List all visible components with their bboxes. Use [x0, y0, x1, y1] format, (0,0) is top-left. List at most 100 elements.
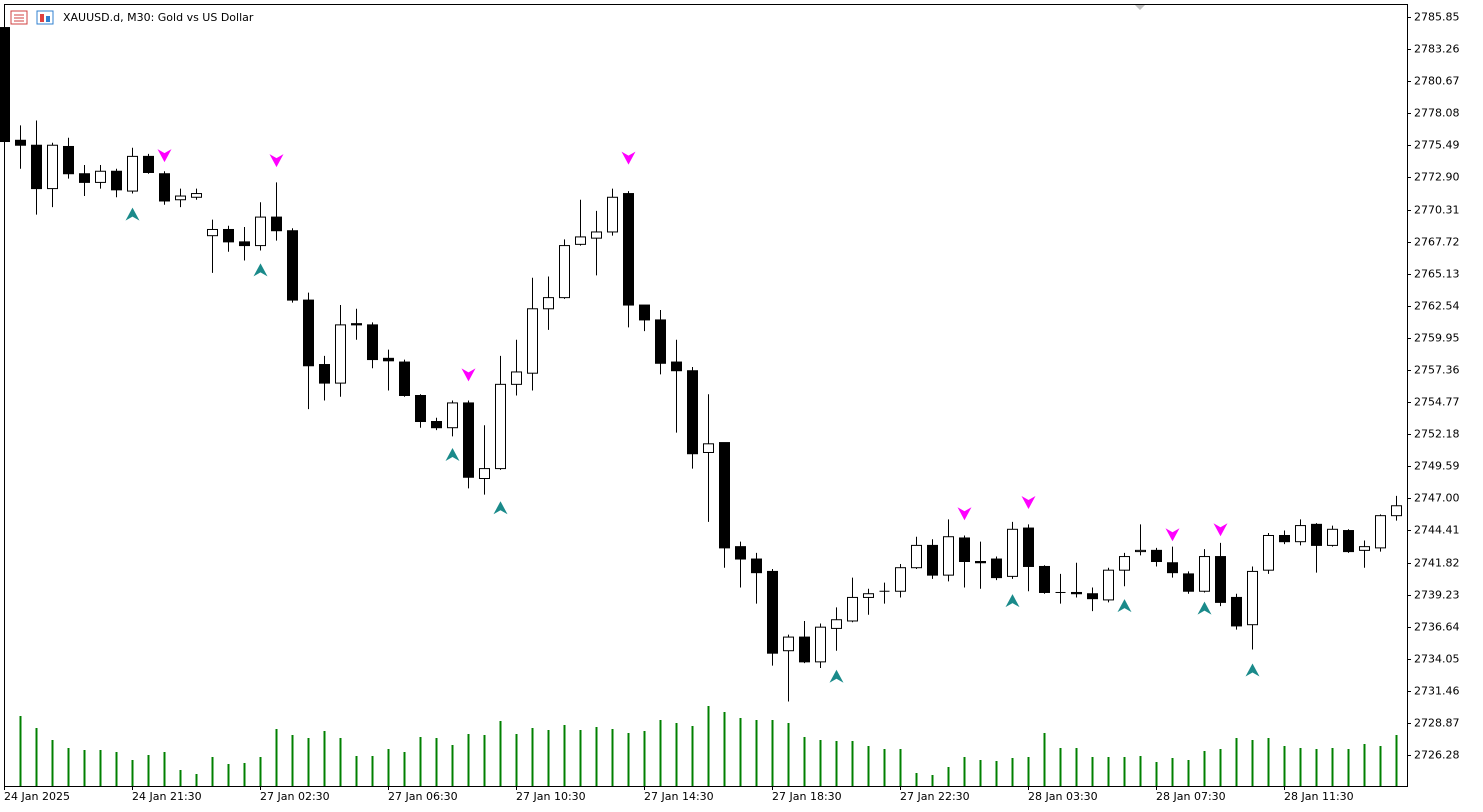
candle-body — [607, 196, 618, 233]
y-tick-label: 2762.54 — [1414, 300, 1460, 313]
candle-body — [735, 546, 746, 560]
candle-body — [1247, 570, 1258, 626]
y-tick-label: 2783.26 — [1414, 43, 1460, 56]
candle-body — [79, 173, 90, 183]
candle-body — [1295, 525, 1306, 543]
candle-body — [15, 139, 26, 146]
candle-body — [1279, 534, 1290, 543]
y-tick-label: 2752.18 — [1414, 428, 1460, 441]
candle-body — [623, 193, 634, 306]
x-tick-label: 27 Jan 06:30 — [388, 790, 458, 803]
candle-body — [95, 170, 106, 183]
y-tick-label: 2754.77 — [1414, 396, 1460, 409]
down-arrow — [1165, 528, 1180, 542]
y-tick-label: 2744.41 — [1414, 524, 1460, 537]
y-tick-label: 2785.85 — [1414, 11, 1460, 24]
y-tick-label: 2728.87 — [1414, 717, 1460, 730]
up-arrow — [1005, 594, 1020, 608]
y-tick-label: 2741.82 — [1414, 557, 1460, 570]
candle-body — [847, 596, 858, 622]
x-tick-label: 27 Jan 02:30 — [260, 790, 330, 803]
candle-body — [1119, 556, 1130, 571]
up-arrow — [1197, 601, 1212, 615]
candle-body — [991, 558, 1002, 579]
candle-body — [975, 561, 986, 564]
candle-body — [159, 173, 170, 202]
candle-body — [671, 361, 682, 372]
candle-body — [207, 228, 218, 237]
candle-body — [431, 421, 442, 429]
up-arrow — [445, 447, 460, 461]
candle-body — [415, 394, 426, 423]
up-arrow — [829, 669, 844, 683]
candle-body — [1135, 549, 1146, 553]
candle-body — [463, 402, 474, 478]
y-tick-label: 2775.49 — [1414, 139, 1460, 152]
icon — [46, 16, 50, 22]
down-arrow — [957, 507, 972, 521]
y-tick-label: 2765.13 — [1414, 268, 1460, 281]
candle-body — [559, 245, 570, 299]
candle-body — [1263, 534, 1274, 571]
x-tick-label: 27 Jan 14:30 — [644, 790, 714, 803]
down-arrow — [269, 154, 284, 168]
candle-body — [1007, 528, 1018, 577]
candle-body — [191, 193, 202, 198]
y-tick-label: 2749.59 — [1414, 460, 1460, 473]
candle-body — [399, 361, 410, 396]
candle-body — [1103, 569, 1114, 601]
candle-body — [271, 216, 282, 232]
y-tick-label: 2739.23 — [1414, 589, 1460, 602]
candle-body — [959, 537, 970, 563]
candle-body — [1231, 596, 1242, 627]
candle-body — [255, 216, 266, 247]
down-arrow — [157, 149, 172, 163]
candle-body — [303, 299, 314, 367]
candle-body — [351, 323, 362, 326]
candle-body — [1343, 530, 1354, 553]
candle-body — [1327, 528, 1338, 546]
y-tick-label: 2770.31 — [1414, 204, 1460, 217]
candle-body — [239, 241, 250, 247]
up-arrow — [125, 207, 140, 221]
up-arrow — [253, 263, 268, 277]
up-arrow — [493, 501, 508, 515]
candle-body — [815, 626, 826, 663]
y-tick-label: 2726.28 — [1414, 749, 1460, 762]
y-tick-label: 2767.72 — [1414, 236, 1460, 249]
candle-body — [47, 144, 58, 190]
shift-marker — [1135, 5, 1145, 10]
candle-body — [927, 544, 938, 576]
icon — [36, 10, 54, 25]
candle-body — [1151, 549, 1162, 563]
icon — [40, 14, 44, 22]
y-tick-label: 2778.08 — [1414, 107, 1460, 120]
candle-body — [111, 170, 122, 191]
candle-body — [1039, 565, 1050, 593]
x-tick-label: 24 Jan 2025 — [4, 790, 70, 803]
x-tick-label: 27 Jan 22:30 — [900, 790, 970, 803]
candle-body — [287, 230, 298, 301]
y-tick-label: 2736.64 — [1414, 621, 1460, 634]
y-tick-label: 2780.67 — [1414, 75, 1460, 88]
candle-body — [767, 570, 778, 654]
candle-body — [543, 297, 554, 310]
candle-body — [1183, 573, 1194, 592]
candle-body — [655, 319, 666, 364]
candle-body — [687, 370, 698, 455]
up-arrow — [1117, 599, 1132, 613]
down-arrow — [1021, 496, 1036, 510]
candle-body — [1311, 523, 1322, 546]
candle-body — [831, 619, 842, 629]
x-tick-label: 24 Jan 21:30 — [132, 790, 202, 803]
candle-body — [1359, 546, 1370, 551]
y-tick-label: 2731.46 — [1414, 685, 1460, 698]
down-arrow — [1213, 523, 1228, 537]
chart-title: XAUUSD.d, M30: Gold vs US Dollar — [63, 11, 254, 24]
candle-body — [367, 324, 378, 361]
symbol-icons — [10, 10, 54, 25]
candle-body — [1071, 591, 1082, 595]
x-tick-label: 27 Jan 10:30 — [516, 790, 586, 803]
x-tick-label: 27 Jan 18:30 — [772, 790, 842, 803]
